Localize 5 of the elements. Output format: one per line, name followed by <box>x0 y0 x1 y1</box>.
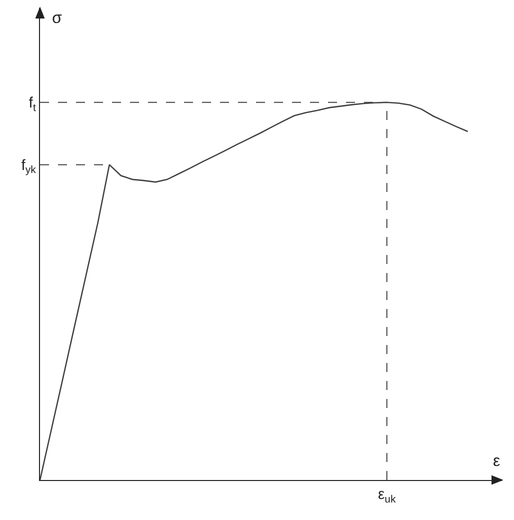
ref-line-label: f$_{t}$ <box>28 94 36 114</box>
text: ε$_{uk}$ <box>378 486 396 506</box>
ref-line-label: f$_{yk}$ <box>21 156 37 176</box>
y-axis-title: σ <box>52 10 62 27</box>
x-axis-title: ε <box>493 453 500 470</box>
